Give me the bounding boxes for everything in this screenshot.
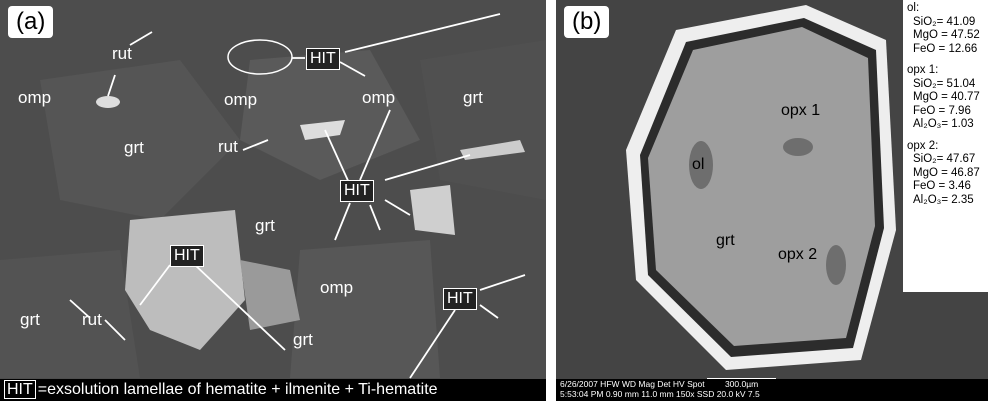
mineral-label: grt bbox=[293, 330, 313, 350]
composition-line: FeO = 12.66 bbox=[903, 43, 988, 57]
mineral-label: omp bbox=[320, 278, 353, 298]
data-bar: 6/26/2007 HFW WD Mag Det HV Spot 300.0µm… bbox=[556, 379, 988, 401]
data-bar-line: 6/26/2007 HFW WD Mag Det HV Spot 300.0µm bbox=[556, 379, 988, 389]
caption: HIT=exsolution lamellae of hematite + il… bbox=[0, 379, 546, 401]
composition-name: opx 2: bbox=[903, 140, 988, 154]
composition-line: SiO₂= 41.09 bbox=[903, 16, 988, 30]
mineral-label: omp bbox=[362, 88, 395, 108]
mineral-label: ol bbox=[692, 156, 704, 174]
data-bar-line: 5:53:04 PM 0.90 mm 11.0 mm 150x SSD 20.0… bbox=[556, 389, 988, 399]
composition-line: Al₂O₃= 2.35 bbox=[903, 194, 988, 208]
composition-line: MgO = 47.52 bbox=[903, 29, 988, 43]
mineral-label: omp bbox=[224, 90, 257, 110]
mineral-label: grt bbox=[20, 310, 40, 330]
composition-line: SiO₂= 51.04 bbox=[903, 78, 988, 92]
mineral-label: opx 2 bbox=[778, 246, 817, 264]
caption-text: =exsolution lamellae of hematite + ilmen… bbox=[38, 381, 438, 398]
mineral-label: opx 1 bbox=[781, 102, 820, 120]
micrograph-a bbox=[0, 0, 546, 401]
mineral-label: omp bbox=[18, 88, 51, 108]
mineral-label: grt bbox=[716, 232, 735, 250]
mineral-label: grt bbox=[255, 216, 275, 236]
composition-line: SiO₂= 47.67 bbox=[903, 153, 988, 167]
panel-a: (a) rut rut rut omp omp omp omp grt grt grt grt grt… bbox=[0, 0, 546, 401]
composition-line: MgO = 40.77 bbox=[903, 91, 988, 105]
composition-name: opx 1: bbox=[903, 64, 988, 78]
composition-name: ol: bbox=[903, 2, 988, 16]
hit-label: HIT bbox=[340, 180, 374, 202]
scale-bar: 300.0µm bbox=[707, 378, 776, 389]
hit-label: HIT bbox=[306, 48, 340, 70]
mineral-label: rut bbox=[112, 44, 132, 64]
mineral-label: rut bbox=[218, 137, 238, 157]
panel-tag: (b) bbox=[564, 6, 609, 38]
mineral-label: grt bbox=[463, 88, 483, 108]
hit-label: HIT bbox=[443, 288, 477, 310]
figure: (a) rut rut rut omp omp omp omp grt grt grt grt grt… bbox=[0, 0, 988, 401]
composition-line: MgO = 46.87 bbox=[903, 167, 988, 181]
composition-line: Al₂O₃= 1.03 bbox=[903, 118, 988, 132]
mineral-label: rut bbox=[82, 310, 102, 330]
mineral-label: grt bbox=[124, 138, 144, 158]
caption-key: HIT bbox=[4, 380, 36, 399]
composition-line: FeO = 3.46 bbox=[903, 180, 988, 194]
panel-tag: (a) bbox=[8, 6, 53, 38]
composition-line: FeO = 7.96 bbox=[903, 105, 988, 119]
hit-label: HIT bbox=[170, 245, 204, 267]
data-bar-text: 6/26/2007 HFW WD Mag Det HV Spot bbox=[560, 379, 705, 389]
